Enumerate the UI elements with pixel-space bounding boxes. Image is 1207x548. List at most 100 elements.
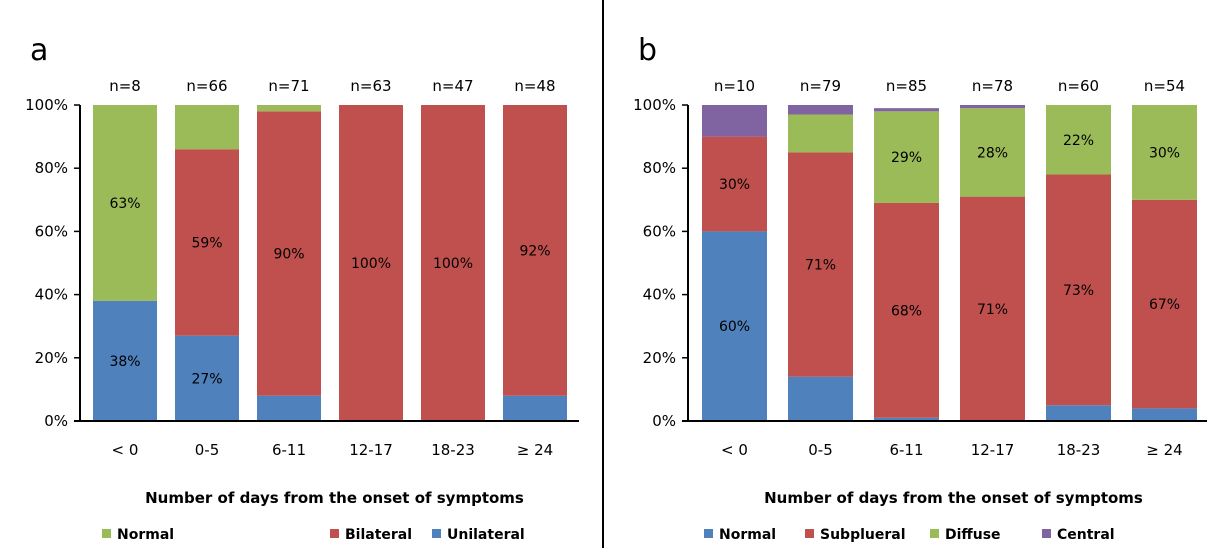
y-tick-label: 0%	[652, 412, 676, 430]
sample-size-label: n=60	[1058, 77, 1099, 95]
x-axis-title: Number of days from the onset of symptom…	[764, 489, 1143, 507]
bar-segment-normal	[93, 105, 157, 301]
data-label: 100%	[351, 256, 391, 272]
sample-size-label: n=63	[350, 77, 391, 95]
data-label: 71%	[805, 258, 836, 274]
data-label: 30%	[719, 177, 750, 193]
y-tick-label: 80%	[643, 159, 676, 177]
bar-segment-subplueral	[1132, 199, 1197, 409]
data-label: 38%	[109, 354, 140, 370]
sample-size-label: n=8	[109, 77, 141, 95]
y-tick-label: 20%	[643, 349, 676, 367]
bar-segment-diffuse	[1132, 105, 1197, 200]
legend-label-normal: Normal	[719, 527, 776, 543]
x-tick-label: 6-11	[272, 441, 306, 459]
bar-segment-diffuse	[1046, 105, 1111, 175]
x-tick-label: 12-17	[971, 441, 1015, 459]
bar-segment-subplueral	[788, 152, 853, 377]
legend-label-central: Central	[1057, 527, 1115, 543]
bar-segment-central	[874, 108, 939, 112]
bar-segment-central	[788, 105, 853, 115]
legend-swatch-normal	[704, 529, 713, 538]
bar-segment-central	[960, 105, 1025, 109]
legend-label-normal: Normal	[117, 527, 174, 543]
sample-size-label: n=47	[432, 77, 473, 95]
bar-segment-bilateral	[421, 105, 485, 421]
y-tick-label: 100%	[25, 96, 68, 114]
y-tick-label: 60%	[643, 222, 676, 240]
bar-segment-unilateral	[93, 300, 157, 421]
sample-size-label: n=71	[268, 77, 309, 95]
panel-a: a 0% 20% 40% 60% 80% 100% 38% 63% n=8 < 0 27% 59% n=6…	[25, 33, 579, 543]
x-tick-label: 18-23	[1057, 441, 1101, 459]
bar-segment-normal	[257, 105, 321, 112]
data-label: 28%	[977, 145, 1008, 161]
x-tick-label: 6-11	[889, 441, 923, 459]
sample-size-label: n=54	[1144, 77, 1185, 95]
data-label: 63%	[109, 196, 140, 212]
x-tick-label: ≥ 24	[517, 441, 553, 459]
x-tick-label: 18-23	[431, 441, 475, 459]
sample-size-label: n=66	[186, 77, 227, 95]
y-tick-label: 40%	[35, 286, 68, 304]
legend-swatch-diffuse	[930, 529, 939, 538]
x-axis-title: Number of days from the onset of symptom…	[145, 489, 524, 507]
legend-label-subplueral: Subplueral	[820, 527, 906, 543]
sample-size-label: n=85	[886, 77, 927, 95]
x-tick-label: 0-5	[195, 441, 220, 459]
data-label: 100%	[433, 256, 473, 272]
y-tick-label: 40%	[643, 286, 676, 304]
data-label: 67%	[1149, 297, 1180, 313]
legend-label-bilateral: Bilateral	[345, 527, 412, 543]
x-tick-label: ≥ 24	[1146, 441, 1182, 459]
bar-segment-bilateral	[257, 111, 321, 396]
y-tick-label: 20%	[35, 349, 68, 367]
data-label: 71%	[977, 302, 1008, 318]
panel-b: b 0% 20% 40% 60% 80% 100% 60% 30% n=10 < 0 71% n=79 0…	[633, 33, 1207, 543]
data-label: 60%	[719, 319, 750, 335]
legend-swatch-normal	[102, 529, 111, 538]
legend-swatch-unilateral	[432, 529, 441, 538]
x-tick-label: 12-17	[349, 441, 393, 459]
sample-size-label: n=78	[972, 77, 1013, 95]
bar-segment-unilateral	[503, 395, 567, 421]
x-tick-label: < 0	[721, 441, 748, 459]
legend-swatch-bilateral	[330, 529, 339, 538]
bar-segment-normal	[175, 105, 239, 150]
y-tick-label: 80%	[35, 159, 68, 177]
y-tick-label: 60%	[35, 222, 68, 240]
data-label: 22%	[1063, 133, 1094, 149]
legend-label-diffuse: Diffuse	[945, 527, 1001, 543]
data-label: 59%	[191, 235, 222, 251]
data-label: 92%	[519, 243, 550, 259]
data-label: 27%	[191, 371, 222, 387]
bar-segment-normal	[874, 417, 939, 421]
bar-segment-central	[702, 105, 767, 137]
data-label: 90%	[273, 247, 304, 263]
bar-segment-normal	[1132, 408, 1197, 421]
bar-segment-bilateral	[339, 105, 403, 421]
bar-segment-normal	[1046, 405, 1111, 421]
y-tick-label: 100%	[633, 96, 676, 114]
bar-segment-diffuse	[874, 111, 939, 203]
data-label: 30%	[1149, 145, 1180, 161]
bar-segment-subplueral	[702, 136, 767, 232]
panel-letter: a	[30, 33, 48, 68]
bar-segment-unilateral	[175, 335, 239, 421]
bar-segment-subplueral	[1046, 174, 1111, 406]
legend-label-unilateral: Unilateral	[447, 527, 525, 543]
y-tick-label: 0%	[44, 412, 68, 430]
bar-segment-subplueral	[960, 196, 1025, 421]
bar-segment-diffuse	[788, 114, 853, 153]
sample-size-label: n=48	[514, 77, 555, 95]
sample-size-label: n=10	[714, 77, 755, 95]
bar-segment-diffuse	[960, 108, 1025, 197]
data-label: 68%	[891, 303, 922, 319]
sample-size-label: n=79	[800, 77, 841, 95]
legend-swatch-subplueral	[805, 529, 814, 538]
data-label: 29%	[891, 150, 922, 166]
x-tick-label: < 0	[112, 441, 139, 459]
bar-segment-normal	[702, 231, 767, 421]
bar-segment-bilateral	[175, 149, 239, 336]
bar-segment-subplueral	[874, 202, 939, 418]
